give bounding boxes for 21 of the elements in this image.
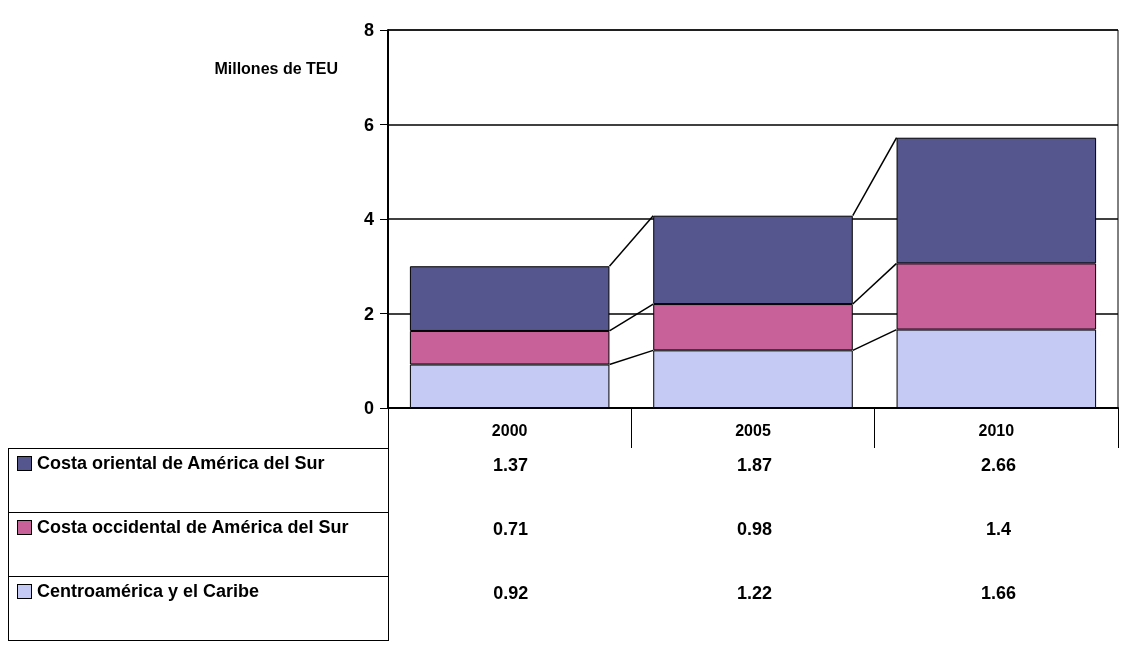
- x-tick-label: 2010: [978, 421, 1015, 439]
- y-tick-label: 6: [363, 114, 374, 135]
- legend-label: Costa oriental de América del Sur: [37, 453, 325, 474]
- data-label: 0.71: [491, 517, 529, 541]
- data-label: 0.92: [492, 581, 530, 605]
- y-tick-label: 4: [363, 209, 374, 229]
- data-label: 1.4: [985, 517, 1012, 541]
- y-tick-label: 8: [363, 20, 374, 40]
- legend-label: Costa occidental de América del Sur: [37, 517, 349, 538]
- y-axis-title: Millones de TEU: [214, 59, 339, 77]
- data-label: 1.66: [979, 581, 1017, 605]
- x-tick-label: 2000: [491, 421, 528, 439]
- data-label: 2.66: [979, 453, 1017, 477]
- data-label: 1.87: [735, 453, 773, 477]
- y-tick-label: 0: [363, 398, 374, 418]
- legend-label: Centroamérica y el Caribe: [37, 581, 260, 602]
- x-tick-label: 2005: [735, 421, 771, 439]
- data-label: 1.37: [491, 453, 529, 477]
- data-label: 1.22: [735, 581, 773, 605]
- y-tick-label: 2: [363, 303, 374, 324]
- data-label: 0.98: [735, 517, 773, 541]
